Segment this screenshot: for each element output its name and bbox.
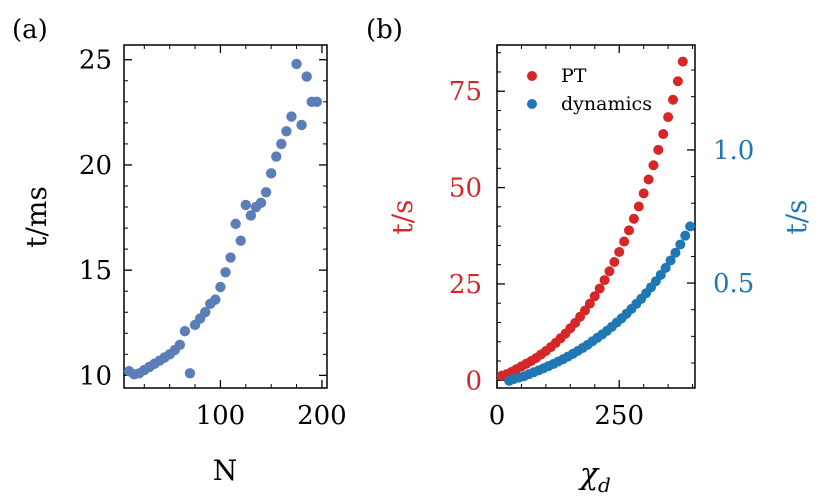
legend-marker-dynamics bbox=[527, 99, 537, 109]
ytick-label-a: 25 bbox=[79, 46, 112, 76]
data-point-pt bbox=[589, 291, 600, 302]
data-point-pt bbox=[580, 305, 590, 316]
xlabel-b-text: χ bbox=[578, 457, 600, 492]
data-point-a bbox=[296, 119, 307, 131]
data-point-a bbox=[260, 187, 272, 198]
data-point-pt bbox=[668, 94, 678, 105]
points-a bbox=[123, 58, 323, 380]
data-point-dynamics bbox=[670, 247, 681, 258]
data-point-a bbox=[255, 197, 267, 209]
data-point-a bbox=[215, 281, 226, 293]
xtick-label-a: 100 bbox=[196, 401, 246, 431]
data-point-pt bbox=[628, 213, 639, 224]
data-point-pt bbox=[624, 225, 634, 236]
data-point-a bbox=[291, 58, 302, 70]
data-point-a bbox=[200, 307, 211, 318]
data-point-pt bbox=[677, 56, 688, 67]
ytick-label-a: 15 bbox=[79, 256, 112, 286]
data-point-pt bbox=[584, 298, 595, 309]
data-point-dynamics bbox=[675, 239, 686, 250]
ylabel-left-b: t/s bbox=[386, 199, 419, 234]
ylabel-a: t/ms bbox=[20, 186, 53, 248]
data-point-pt bbox=[653, 144, 664, 155]
data-point-a bbox=[174, 339, 186, 351]
data-point-a bbox=[220, 267, 231, 278]
points-b bbox=[496, 56, 696, 386]
data-point-pt bbox=[638, 188, 649, 199]
data-point-pt bbox=[633, 201, 644, 212]
data-point-pt bbox=[609, 256, 620, 267]
ytick-label-right-b: 0.5 bbox=[713, 269, 754, 299]
data-point-a bbox=[240, 199, 251, 211]
data-point-pt bbox=[599, 275, 610, 286]
xtick-label-a: 200 bbox=[297, 401, 347, 431]
data-point-pt bbox=[663, 112, 674, 123]
xtick-label-b: 250 bbox=[594, 401, 644, 431]
data-point-pt bbox=[658, 129, 669, 140]
data-point-dynamics bbox=[665, 255, 676, 266]
legend-label-dynamics: dynamics bbox=[561, 93, 652, 115]
data-point-a bbox=[179, 325, 191, 337]
legend-marker-pt bbox=[527, 71, 537, 81]
plot-frame-a bbox=[123, 44, 328, 389]
ylabel-right-b: t/s bbox=[780, 199, 813, 234]
data-point-a bbox=[311, 96, 323, 108]
data-point-pt bbox=[594, 283, 605, 294]
data-point-dynamics bbox=[655, 269, 666, 280]
data-point-pt bbox=[604, 266, 615, 277]
xlabel-b: χ d bbox=[578, 457, 611, 497]
ytick-label-left-b: 25 bbox=[449, 270, 482, 300]
ticks-a: 10 15 20 25 100 200 bbox=[79, 45, 347, 431]
data-point-pt bbox=[648, 160, 659, 171]
data-point-a bbox=[265, 168, 277, 179]
data-point-a bbox=[271, 151, 282, 162]
panel-b: (b) 0 25 50 75 0.5 1.0 0 250 PT dynamics t/s t/… bbox=[366, 15, 813, 497]
ytick-label-left-b: 75 bbox=[449, 77, 482, 107]
data-point-a bbox=[286, 111, 297, 122]
ticks-b: 0 25 50 75 0.5 1.0 0 250 bbox=[449, 45, 754, 431]
data-point-dynamics bbox=[660, 262, 671, 273]
ytick-label-left-b: 50 bbox=[449, 174, 482, 204]
data-point-dynamics bbox=[685, 221, 696, 232]
data-point-a bbox=[245, 210, 257, 221]
legend-b: PT dynamics bbox=[527, 65, 652, 115]
data-point-a bbox=[210, 294, 221, 305]
xtick-label-b: 0 bbox=[489, 401, 506, 431]
data-point-pt bbox=[614, 246, 625, 257]
ytick-label-a: 20 bbox=[79, 151, 112, 181]
ytick-label-a: 10 bbox=[79, 361, 112, 391]
panel-a: (a) 10 15 20 25 100 200 t/ms N bbox=[12, 15, 347, 487]
xlabel-b-subscript: d bbox=[598, 473, 611, 497]
data-point-a bbox=[281, 126, 292, 137]
data-point-dynamics bbox=[680, 230, 691, 241]
xlabel-a: N bbox=[213, 454, 238, 487]
data-point-a bbox=[184, 368, 196, 379]
plot-frame-b bbox=[496, 44, 696, 389]
data-point-a bbox=[301, 71, 312, 82]
data-point-pt bbox=[643, 174, 654, 185]
legend-label-pt: PT bbox=[561, 65, 587, 87]
data-point-a bbox=[225, 252, 236, 263]
data-point-a bbox=[235, 235, 246, 246]
panel-label-b: (b) bbox=[366, 15, 403, 45]
data-point-pt bbox=[672, 76, 683, 87]
data-point-a bbox=[230, 218, 241, 230]
data-point-a bbox=[276, 138, 287, 150]
data-point-pt bbox=[619, 236, 630, 247]
ytick-label-left-b: 0 bbox=[465, 366, 482, 396]
ytick-label-right-b: 1.0 bbox=[713, 136, 754, 166]
panel-label-a: (a) bbox=[12, 15, 48, 45]
